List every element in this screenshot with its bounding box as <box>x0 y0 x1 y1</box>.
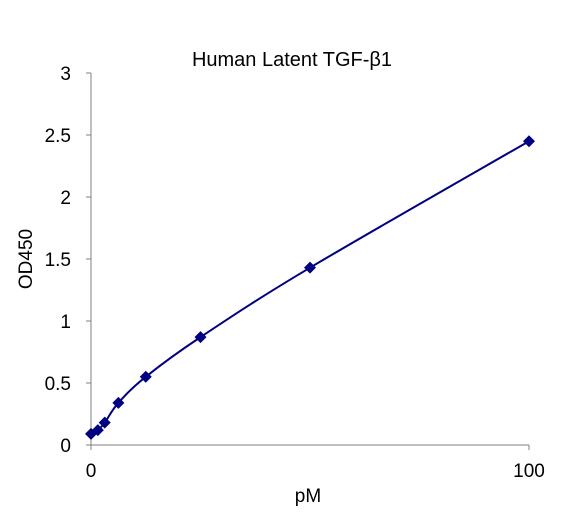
y-tick-label: 1.5 <box>45 250 71 271</box>
data-point <box>194 331 207 344</box>
data-point <box>304 261 316 274</box>
data-point <box>112 396 125 409</box>
y-axis-label: OD450 <box>16 229 37 289</box>
x-axis-label: pM <box>295 486 321 507</box>
chart-title: Human Latent TGF-β1 <box>192 49 392 71</box>
y-tick-label: 2.5 <box>45 126 71 147</box>
y-tick-label: 2 <box>60 188 71 209</box>
data-point <box>98 416 111 429</box>
data-markers <box>85 135 535 440</box>
y-tick-label: 0 <box>60 436 71 457</box>
data-point <box>91 424 104 437</box>
y-tick-label: 3 <box>60 64 71 85</box>
data-point <box>139 370 152 383</box>
y-tick-label: 0.5 <box>45 374 71 395</box>
trend-line <box>90 140 530 435</box>
y-ticks: 0 0.5 1 1.5 2 2.5 3 <box>45 64 91 457</box>
x-tick-label: 0 <box>86 461 97 482</box>
x-tick-label: 100 <box>513 461 545 482</box>
x-ticks: 0 100 <box>86 445 545 482</box>
y-tick-label: 1 <box>60 312 71 333</box>
data-point <box>523 135 535 148</box>
